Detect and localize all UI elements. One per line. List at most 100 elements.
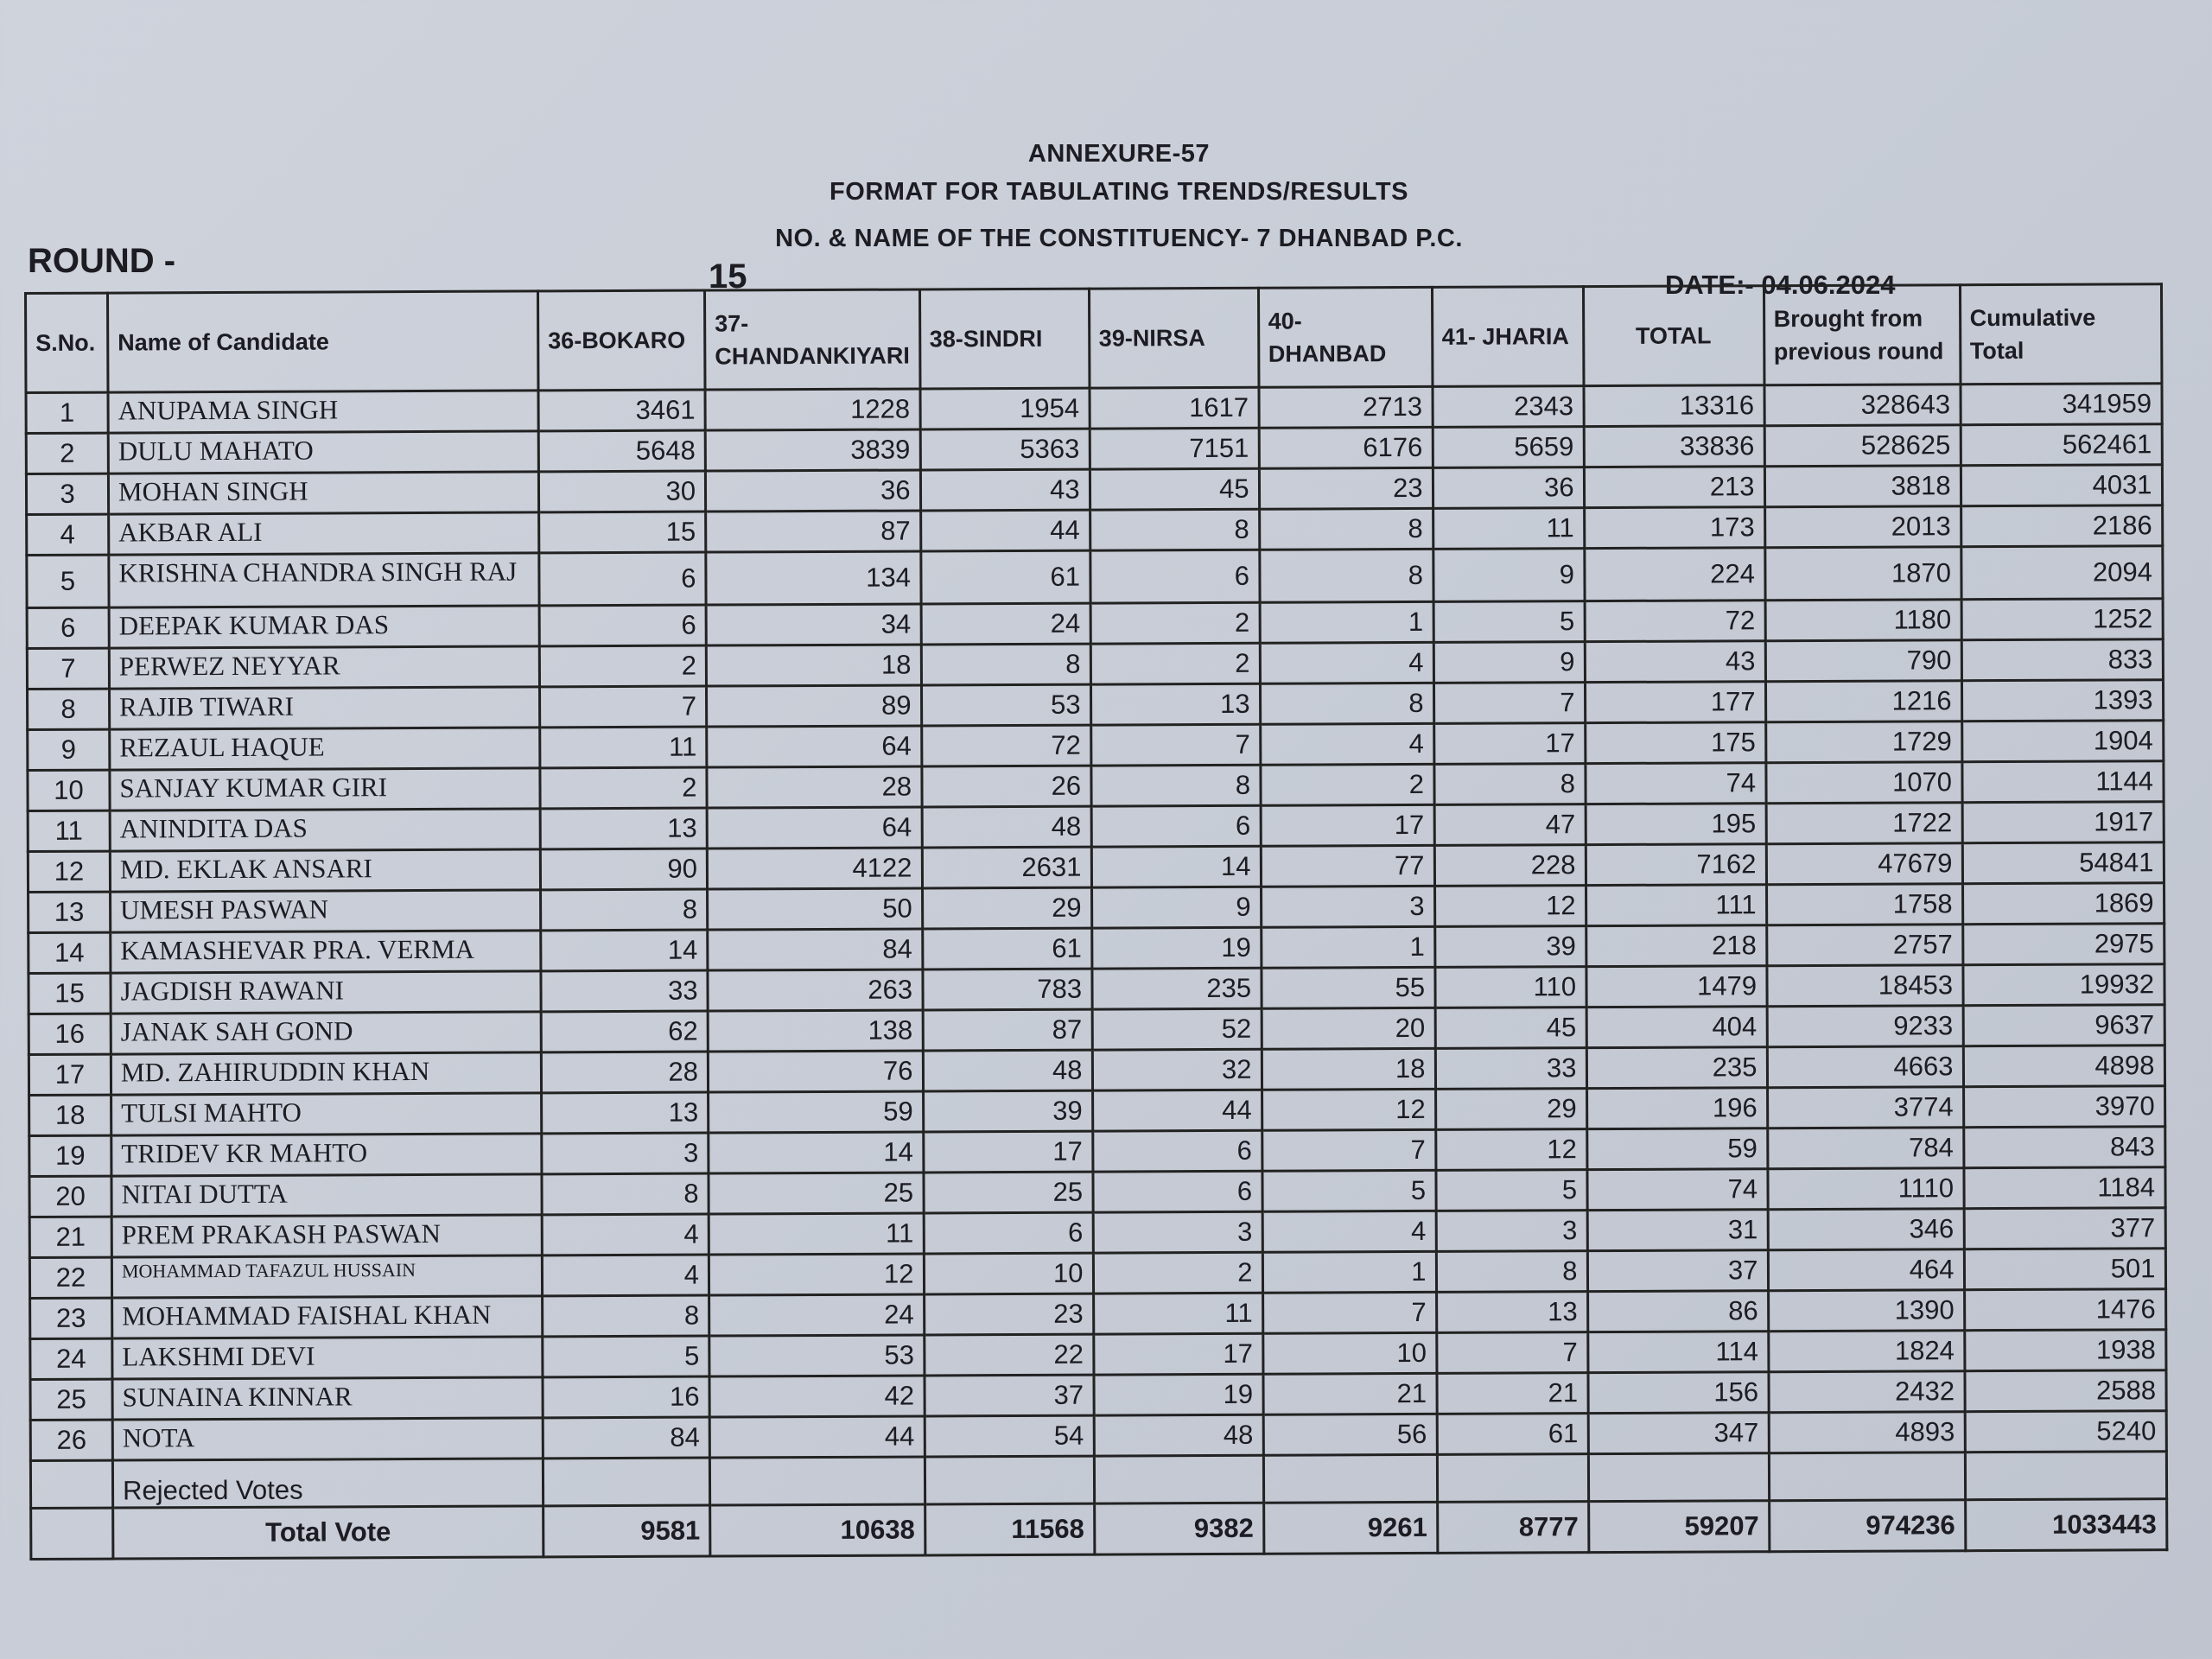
round-number: 15: [709, 257, 747, 296]
candidate-name: MD. EKLAK ANSARI: [110, 849, 541, 893]
candidate-name: NITAI DUTTA: [111, 1173, 543, 1217]
vote-count: 87: [922, 1009, 1092, 1051]
column-header: 41- JHARIA: [1432, 286, 1584, 387]
vote-count: 45: [1434, 1007, 1586, 1049]
candidate-name: MOHAMMAD FAISHAL KHAN: [111, 1295, 543, 1339]
vote-count: 3: [541, 1133, 709, 1174]
column-header: 37-CHANDANKIYARI: [704, 289, 920, 391]
vote-count: 33: [1434, 1047, 1587, 1090]
total-value: 1033443: [1965, 1498, 2167, 1551]
vote-count: 9233: [1766, 1005, 1963, 1047]
vote-count: 14: [708, 1131, 924, 1174]
vote-count: 1228: [705, 388, 920, 431]
vote-count: 54: [924, 1415, 1094, 1457]
format-title: FORMAT FOR TABULATING TRENDS/RESULTS: [830, 178, 1408, 206]
vote-count: 1216: [1765, 680, 1962, 722]
vote-count: 1110: [1767, 1167, 1964, 1210]
vote-count: 12: [1262, 1089, 1436, 1131]
vote-count: 2975: [1962, 923, 2164, 965]
vote-count: 7: [1262, 1129, 1436, 1172]
vote-count: 5: [1433, 601, 1585, 643]
serial-number: 15: [28, 973, 111, 1014]
serial-number: 26: [30, 1420, 113, 1461]
vote-count: 2013: [1764, 505, 1961, 548]
vote-count: 2: [1260, 764, 1434, 806]
vote-count: 19: [1093, 1374, 1263, 1416]
column-header: 38-SINDRI: [919, 289, 1090, 389]
vote-count: 2: [1090, 643, 1261, 685]
vote-count: 404: [1586, 1006, 1767, 1048]
vote-count: 10: [923, 1253, 1094, 1294]
candidate-name: MOHAN SINGH: [108, 471, 539, 515]
serial-number: 11: [28, 810, 111, 852]
vote-count: 21: [1262, 1373, 1437, 1415]
rejected-value: [709, 1456, 925, 1506]
vote-count: 4031: [1960, 464, 2163, 506]
vote-count: 134: [705, 550, 921, 606]
vote-count: 7: [1090, 724, 1261, 766]
vote-count: 8: [542, 1295, 709, 1337]
date-label: DATE:- 04.06.2024: [1665, 270, 1896, 300]
vote-count: 26: [921, 766, 1091, 807]
vote-count: 3774: [1767, 1086, 1964, 1128]
header-row: S.No. Name of Candidate 36-BOKARO 37-CHANDA…: [25, 283, 2162, 393]
vote-count: 56: [1262, 1414, 1437, 1456]
vote-count: 1180: [1764, 599, 1961, 641]
vote-count: 833: [1961, 639, 2163, 681]
vote-count: 3970: [1963, 1085, 2165, 1128]
rejected-value: [543, 1458, 710, 1506]
vote-count: 6: [1090, 550, 1260, 604]
vote-count: 18: [1261, 1048, 1436, 1090]
vote-count: 1390: [1768, 1289, 1965, 1332]
vote-count: 64: [707, 806, 922, 849]
serial-number: 7: [27, 648, 110, 690]
candidate-name: DEEPAK KUMAR DAS: [109, 605, 540, 649]
vote-count: 31: [1586, 1209, 1768, 1251]
vote-count: 328643: [1764, 384, 1961, 426]
vote-count: 19932: [1962, 963, 2164, 1006]
vote-count: 2186: [1961, 505, 2163, 547]
vote-count: 77: [1260, 845, 1435, 887]
vote-count: 8: [540, 889, 708, 931]
annexure-title: ANNEXURE-57: [1027, 140, 1211, 168]
vote-count: 89: [706, 684, 922, 728]
vote-count: 47: [1433, 804, 1586, 846]
vote-count: 72: [1584, 600, 1765, 642]
vote-count: 8: [1259, 508, 1433, 550]
serial-number: [30, 1508, 113, 1560]
vote-count: 28: [541, 1052, 709, 1093]
serial-number: 5: [26, 555, 110, 608]
vote-count: 25: [923, 1172, 1093, 1213]
vote-count: 1144: [1961, 760, 2164, 803]
vote-count: 2631: [921, 847, 1092, 888]
rejected-value: [1587, 1452, 1770, 1502]
serial-number: 4: [26, 514, 109, 556]
candidate-name: JAGDISH RAWANI: [110, 970, 542, 1014]
vote-count: 8: [1090, 765, 1261, 807]
vote-count: 13: [1436, 1291, 1588, 1333]
vote-count: 1393: [1961, 679, 2164, 721]
vote-count: 1938: [1964, 1329, 2166, 1371]
vote-count: 9637: [1962, 1004, 2164, 1046]
vote-count: 7: [1433, 682, 1586, 724]
vote-count: 7: [1262, 1292, 1437, 1334]
candidate-name: DULU MAHATO: [108, 430, 539, 474]
round-label: ROUND -: [28, 242, 176, 280]
serial-number: 25: [29, 1379, 113, 1421]
vote-count: 29: [1435, 1088, 1587, 1130]
serial-number: 22: [29, 1257, 112, 1299]
serial-number: 10: [27, 770, 111, 811]
vote-count: 5648: [538, 430, 706, 472]
vote-count: 177: [1585, 681, 1766, 723]
vote-count: 377: [1963, 1207, 2165, 1249]
vote-count: 90: [540, 849, 708, 890]
total-value: 11568: [925, 1503, 1095, 1555]
serial-number: 6: [27, 607, 110, 649]
vote-count: 55: [1261, 967, 1435, 1009]
vote-count: 17: [1093, 1333, 1263, 1376]
vote-count: 7151: [1089, 428, 1259, 470]
vote-count: 5: [1435, 1169, 1587, 1211]
serial-number: 17: [29, 1054, 111, 1096]
vote-count: 74: [1585, 762, 1766, 804]
vote-count: 5363: [919, 429, 1090, 470]
